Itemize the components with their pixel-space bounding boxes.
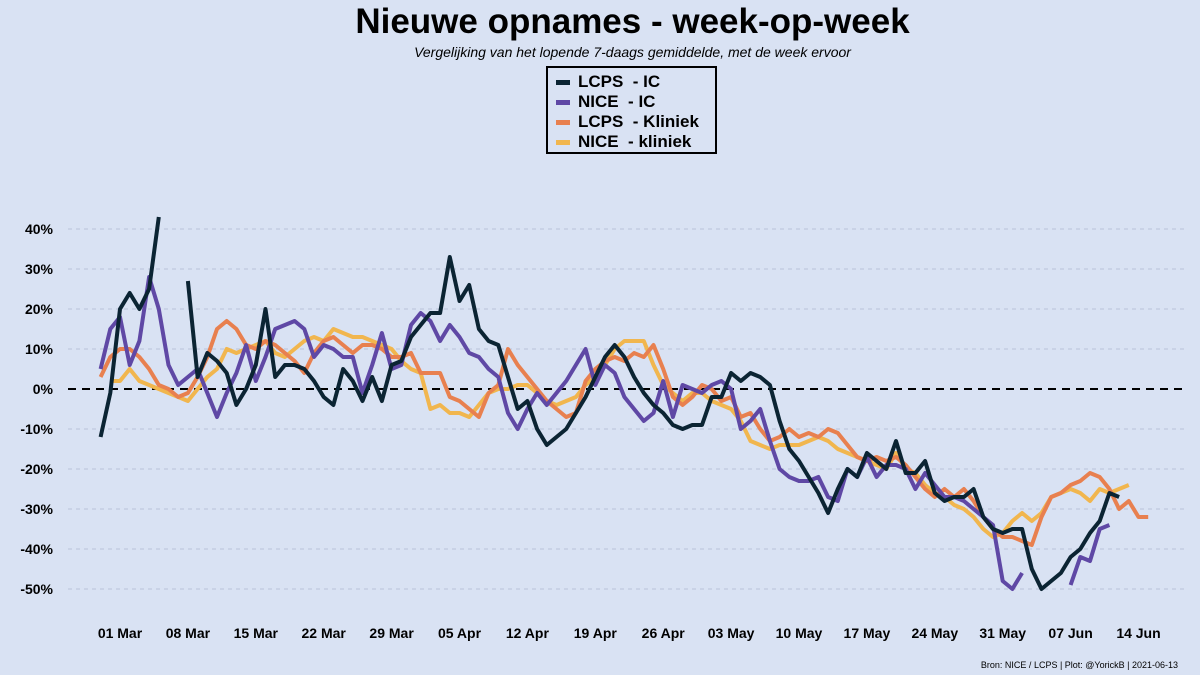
series-line-nice-ic — [98, 275, 1111, 591]
x-tick-label: 07 Jun — [1048, 625, 1092, 641]
legend-swatch — [556, 99, 570, 105]
x-tick-label: 26 Apr — [642, 625, 686, 641]
y-tick-label: 20% — [25, 301, 54, 317]
y-tick-label: -20% — [20, 461, 53, 477]
legend-label: LCPS - Kliniek — [578, 112, 699, 131]
y-tick-label: 30% — [25, 261, 54, 277]
x-tick-label: 01 Mar — [98, 625, 143, 641]
x-tick-label: 31 May — [979, 625, 1026, 641]
x-tick-label: 05 Apr — [438, 625, 482, 641]
x-tick-label: 03 May — [708, 625, 755, 641]
x-tick-label: 10 May — [776, 625, 823, 641]
legend-swatch — [556, 139, 570, 145]
y-tick-label: -50% — [20, 581, 53, 597]
y-tick-label: 0% — [33, 381, 54, 397]
series-line-lcps-ic — [98, 216, 1120, 591]
x-tick-label: 19 Apr — [574, 625, 618, 641]
y-tick-label: -10% — [20, 421, 53, 437]
y-tick-label: 40% — [25, 221, 54, 237]
legend-item: LCPS - Kliniek — [556, 112, 699, 132]
legend-label: LCPS - IC — [578, 72, 661, 91]
series-line-nice-kliniek — [110, 327, 1130, 539]
x-tick-label: 12 Apr — [506, 625, 550, 641]
x-tick-label: 15 Mar — [234, 625, 279, 641]
y-tick-label: -40% — [20, 541, 53, 557]
y-tick-label: -30% — [20, 501, 53, 517]
y-tick-label: 10% — [25, 341, 54, 357]
source-credit: Bron: NICE / LCPS | Plot: @YorickB | 202… — [980, 660, 1178, 670]
x-tick-label: 08 Mar — [166, 625, 211, 641]
legend-swatch — [556, 79, 570, 85]
legend: LCPS - IC NICE - IC LCPS - Kliniek NICE - k… — [546, 66, 717, 154]
chart-subtitle: Vergelijking van het lopende 7-daags gem… — [414, 44, 851, 60]
legend-label: NICE - IC — [578, 92, 656, 111]
legend-item: NICE - kliniek — [556, 132, 691, 152]
x-tick-label: 29 Mar — [369, 625, 414, 641]
legend-item: NICE - IC — [556, 92, 655, 112]
legend-swatch — [556, 119, 570, 125]
x-tick-label: 17 May — [844, 625, 891, 641]
chart-title: Nieuwe opnames - week-op-week — [355, 2, 910, 41]
x-tick-label: 22 Mar — [302, 625, 347, 641]
legend-item: LCPS - IC — [556, 72, 660, 92]
x-tick-label: 24 May — [911, 625, 958, 641]
legend-label: NICE - kliniek — [578, 132, 692, 151]
x-tick-label: 14 Jun — [1116, 625, 1160, 641]
